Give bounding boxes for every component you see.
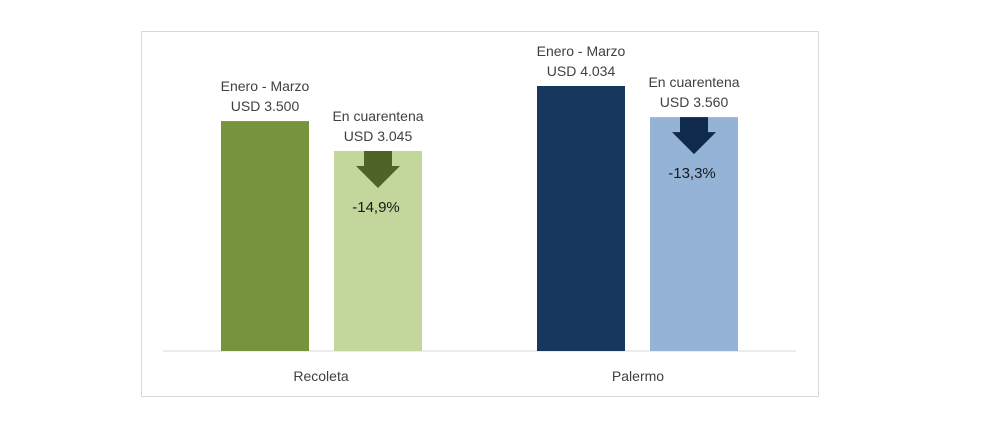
series-label: En cuarentena <box>332 108 423 124</box>
down-arrow-icon <box>672 117 716 155</box>
series-label: Enero - Marzo <box>537 43 626 59</box>
series-label: En cuarentena <box>648 74 739 90</box>
category-label: Recoleta <box>293 368 348 384</box>
change-label: -14,9% <box>352 199 400 216</box>
down-arrow-icon <box>356 150 400 188</box>
bar-palermo-en-cuarentena <box>650 117 738 352</box>
bar-recoleta-enero-marzo <box>221 121 309 352</box>
change-label: -13,3% <box>668 165 716 182</box>
value-label: USD 3.500 <box>231 98 300 114</box>
category-label: Palermo <box>612 368 664 384</box>
value-label: USD 4.034 <box>547 63 616 79</box>
value-label: USD 3.045 <box>344 128 413 144</box>
bar-palermo-enero-marzo <box>537 86 625 351</box>
series-label: Enero - Marzo <box>221 78 310 94</box>
value-label: USD 3.560 <box>660 94 729 110</box>
